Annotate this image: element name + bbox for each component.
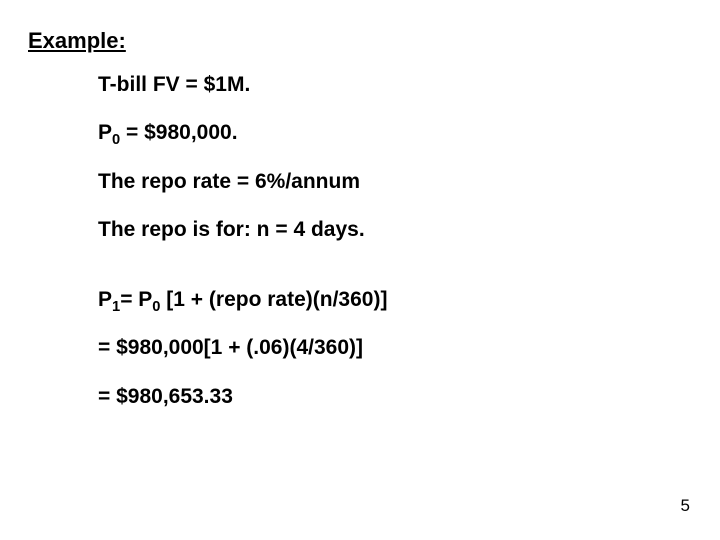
formula-eq-p0: = P	[120, 288, 152, 311]
p0-symbol: P	[98, 121, 112, 144]
line-tbill-fv: T-bill FV = $1M.	[98, 72, 692, 98]
line-repo-days: The repo is for: n = 4 days.	[98, 217, 692, 243]
line-substitution: = $980,000[1 + (.06)(4/360)]	[98, 335, 692, 361]
line-repo-rate: The repo rate = 6%/annum	[98, 169, 692, 195]
line-result: = $980,653.33	[98, 384, 692, 410]
p1-symbol: P	[98, 288, 112, 311]
line-formula: P1= P0 [1 + (repo rate)(n/360)]	[98, 287, 692, 313]
spacer	[28, 265, 692, 287]
slide: Example: T-bill FV = $1M. P0 = $980,000.…	[0, 0, 720, 540]
line-p0: P0 = $980,000.	[98, 120, 692, 146]
example-heading: Example:	[28, 28, 692, 54]
p1-subscript: 1	[112, 299, 120, 315]
p0-subscript: 0	[112, 132, 120, 148]
formula-rest: [1 + (repo rate)(n/360)]	[160, 288, 387, 311]
p0-value: = $980,000.	[120, 121, 237, 144]
page-number: 5	[681, 496, 690, 516]
